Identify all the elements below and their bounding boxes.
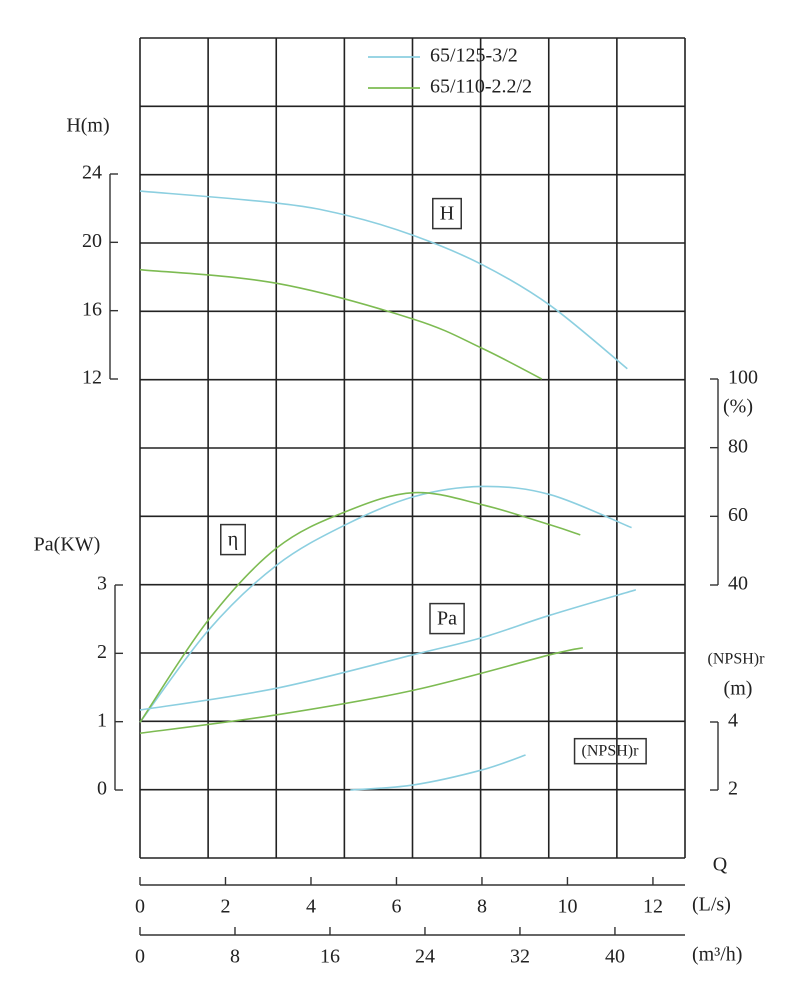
x-tick-label: 16 xyxy=(320,946,340,968)
curve-label-box xyxy=(429,602,465,635)
y-tick-label: 3 xyxy=(97,573,107,595)
y-tick-label: 80 xyxy=(728,435,748,457)
curve-label-box xyxy=(573,737,647,765)
x-tick-label: 4 xyxy=(306,896,316,918)
curve-label-box xyxy=(432,197,462,230)
x-axis-label: Q xyxy=(713,854,728,876)
x-axis-unit: (L/s) xyxy=(692,894,731,916)
curve xyxy=(350,754,526,791)
curve xyxy=(139,647,584,735)
x-axis-unit: (m³/h) xyxy=(692,944,742,966)
y-tick-label: 1 xyxy=(97,709,107,731)
x-tick-label: 8 xyxy=(477,896,487,918)
y-tick-label: 12 xyxy=(82,367,102,389)
y-tick-label: 4 xyxy=(728,710,738,732)
y-tick-label: 100 xyxy=(728,367,758,389)
legend-label: 65/110-2.2/2 xyxy=(430,76,532,98)
curve xyxy=(139,268,543,380)
y-tick-label: 16 xyxy=(82,298,102,320)
x-tick-label: 0 xyxy=(135,946,145,968)
legend-label: 65/125-3/2 xyxy=(430,45,518,67)
x-tick-label: 2 xyxy=(220,896,230,918)
y-tick-label: 2 xyxy=(97,641,107,663)
x-tick-label: 6 xyxy=(391,896,401,918)
x-tick-label: 8 xyxy=(230,946,240,968)
curve xyxy=(139,589,637,711)
y-tick-label: 20 xyxy=(82,230,102,252)
curve xyxy=(139,190,628,370)
x-tick-label: 10 xyxy=(557,896,577,918)
y-tick-label: 40 xyxy=(728,573,748,595)
y-tick-label: 2 xyxy=(728,778,738,800)
x-tick-label: 0 xyxy=(135,896,145,918)
curve xyxy=(139,485,632,723)
curve-label: η xyxy=(228,529,238,551)
curve-label: Pa xyxy=(437,608,457,630)
y-tick-label: 24 xyxy=(82,162,102,184)
x-tick-label: 32 xyxy=(510,946,530,968)
y-axis-label: (NPSH)r xyxy=(708,651,766,668)
y-tick-label: 60 xyxy=(728,504,748,526)
y-axis-unit: (m) xyxy=(724,678,753,700)
curve-label-box xyxy=(220,523,246,556)
y-axis-label: H(m) xyxy=(66,115,109,137)
y-tick-label: 0 xyxy=(97,778,107,800)
y-axis-label: (%) xyxy=(723,396,753,418)
curve xyxy=(139,491,581,723)
curve-label: H xyxy=(440,203,454,225)
x-tick-label: 24 xyxy=(415,946,435,968)
y-axis-label: Pa(KW) xyxy=(34,534,101,556)
grid xyxy=(139,37,686,859)
x-tick-label: 12 xyxy=(643,896,663,918)
curve-label: (NPSH)r xyxy=(582,743,640,760)
x-tick-label: 40 xyxy=(605,946,625,968)
